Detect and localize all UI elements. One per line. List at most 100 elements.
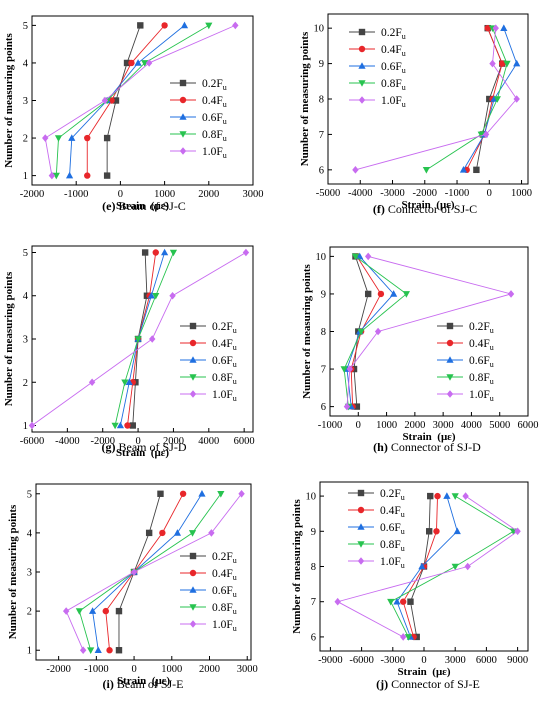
data-point (79, 646, 87, 655)
data-point (422, 167, 430, 174)
y-tick-label: 8 (321, 327, 326, 338)
data-point (198, 489, 206, 497)
data-point (407, 598, 414, 605)
legend-label: 0.2Fu (381, 27, 406, 41)
y-tick-label: 9 (319, 59, 324, 70)
x-tick-label: -1000 (84, 664, 109, 675)
data-point (65, 171, 74, 179)
y-tick-label: 1 (27, 646, 32, 657)
data-point (390, 290, 398, 297)
x-tick-label: -2000 (20, 189, 45, 200)
x-tick-label: 0 (135, 436, 140, 447)
data-point (507, 290, 515, 298)
legend: 0.2Fu 0.4Fu 0.6Fu 0.8Fu 1.0Fu (348, 488, 405, 570)
data-point (42, 134, 49, 142)
legend-marker (189, 552, 197, 560)
y-tick-label: 8 (319, 95, 324, 106)
y-tick-label: 10 (316, 252, 327, 263)
x-tick-label: 2000 (404, 420, 425, 431)
y-tick-label: 1 (23, 421, 28, 432)
y-tick-label: 4 (23, 291, 29, 302)
y-axis-label: Number of measuring points (7, 504, 19, 639)
legend-marker (446, 339, 454, 347)
legend-label: 0.8Fu (212, 602, 237, 616)
y-tick-label: 2 (27, 607, 32, 618)
data-point (514, 527, 521, 536)
x-tick-label: 2000 (198, 189, 219, 200)
x-tick-label: -6000 (20, 436, 45, 447)
x-tick-label: 3000 (445, 655, 466, 666)
data-point (87, 647, 95, 655)
legend-label: 0.6Fu (202, 112, 227, 126)
data-point (88, 378, 96, 387)
legend-label: 0.8Fu (202, 129, 227, 143)
chart-panel: -2000 -1000 0 1000 2000 3000 1 2 3 4 5 Strain (με) N… (7, 483, 258, 691)
data-point (242, 248, 250, 257)
panel-caption: (i) Beam of SJ-E (103, 677, 184, 691)
data-point (238, 489, 245, 498)
legend-label: 0.8Fu (469, 372, 494, 386)
y-tick-label: 10 (314, 24, 325, 35)
data-point (208, 529, 215, 537)
legend-marker (189, 604, 197, 611)
data-point (377, 290, 385, 298)
y-tick-label: 6 (321, 402, 326, 413)
data-point (169, 291, 176, 300)
data-point (433, 528, 440, 535)
panel-caption: (h) Connector of SJ-D (373, 440, 481, 454)
data-point (443, 492, 451, 499)
data-point (400, 598, 407, 605)
data-point (500, 24, 508, 31)
chart-panel: -9000 -6000 -3000 0 3000 6000 9000 6 7 8 9 10 Strain… (291, 481, 529, 691)
data-point (115, 607, 123, 615)
chart-panel: -1000 0 1000 2000 3000 4000 5000 6000 6 7 8 9 10 Stra… (301, 246, 539, 454)
legend-label: 1.0Fu (380, 556, 405, 570)
legend-label: 0.2Fu (380, 488, 405, 502)
data-point (451, 493, 459, 500)
data-point (462, 492, 469, 500)
data-point (125, 378, 133, 386)
x-tick-label: 0 (487, 188, 492, 199)
legend-label: 0.4Fu (212, 568, 237, 582)
legend-marker (189, 374, 197, 381)
y-tick-label: 1 (23, 171, 28, 182)
legend-label: 0.4Fu (202, 95, 227, 109)
data-point (400, 633, 407, 641)
x-axis-label: Strain (με) (116, 200, 169, 212)
legend-marker (189, 569, 197, 577)
chart-panel: -2000 -1000 0 1000 2000 3000 1 2 3 4 5 Strain (με) N… (3, 15, 264, 213)
legend-label: 0.2Fu (212, 551, 237, 565)
x-tick-label: 0 (356, 420, 361, 431)
legend-label: 0.6Fu (212, 355, 237, 369)
data-point (484, 24, 491, 32)
legend-label: 0.6Fu (380, 522, 405, 536)
data-point (357, 328, 365, 336)
data-point (128, 59, 135, 67)
legend-marker (357, 506, 365, 514)
y-axis-label: Number of measuring points (301, 264, 313, 399)
x-tick-label: 3000 (243, 189, 264, 200)
x-tick-label: 4000 (198, 436, 219, 447)
data-point (513, 59, 521, 67)
panel-caption: (g) Beam of SJ-D (102, 440, 187, 454)
y-tick-label: 3 (27, 568, 32, 579)
data-point (402, 291, 410, 298)
legend-marker (357, 541, 365, 548)
legend-marker (446, 374, 454, 381)
data-point (353, 403, 361, 410)
data-point (180, 21, 189, 29)
data-point (179, 490, 187, 497)
data-point (134, 336, 142, 343)
data-point (232, 21, 239, 30)
data-point (129, 422, 136, 429)
data-point (152, 249, 159, 256)
series-line (105, 493, 184, 651)
data-point (102, 607, 109, 615)
data-point (101, 96, 109, 105)
data-point (486, 95, 493, 103)
y-tick-label: 4 (23, 58, 29, 69)
data-point (161, 22, 168, 29)
x-tick-label: 6000 (518, 420, 539, 431)
data-point (141, 60, 149, 67)
